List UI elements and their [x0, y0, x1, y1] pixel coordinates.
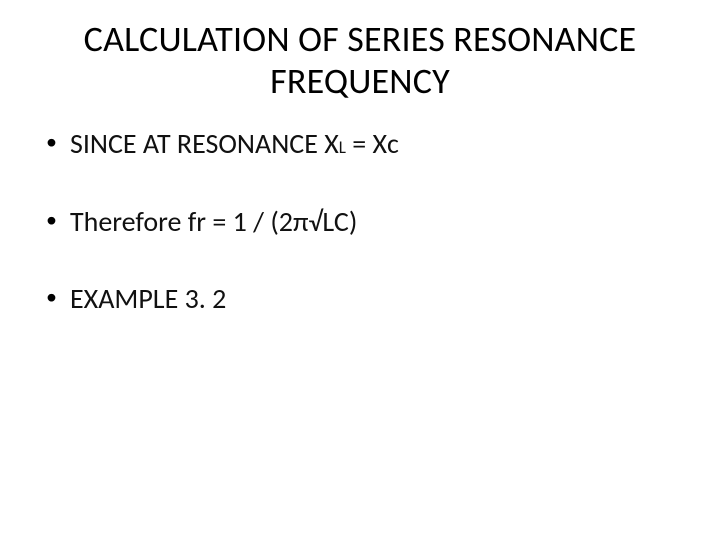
list-item: Therefore fr = 1 / (2π√LC) — [40, 205, 680, 239]
bullet-3-text: EXAMPLE 3. 2 — [70, 281, 226, 316]
slide: CALCULATION OF SERIES RESONANCE FREQUENC… — [0, 0, 720, 540]
bullet-1-subscript: L — [339, 137, 346, 158]
title-line-1: CALCULATION OF SERIES RESONANCE — [84, 17, 637, 61]
bullet-list: SINCE AT RESONANCE XL = Xc Therefore fr … — [40, 127, 680, 316]
bullet-1-post: = Xc — [346, 126, 399, 161]
page-title: CALCULATION OF SERIES RESONANCE FREQUENC… — [40, 18, 680, 103]
title-line-2: FREQUENCY — [270, 59, 450, 103]
bullet-2-text: Therefore fr = 1 / (2π√LC) — [70, 204, 357, 239]
list-item: EXAMPLE 3. 2 — [40, 282, 680, 316]
bullet-1-pre: SINCE AT RESONANCE X — [70, 126, 339, 161]
list-item: SINCE AT RESONANCE XL = Xc — [40, 127, 680, 161]
